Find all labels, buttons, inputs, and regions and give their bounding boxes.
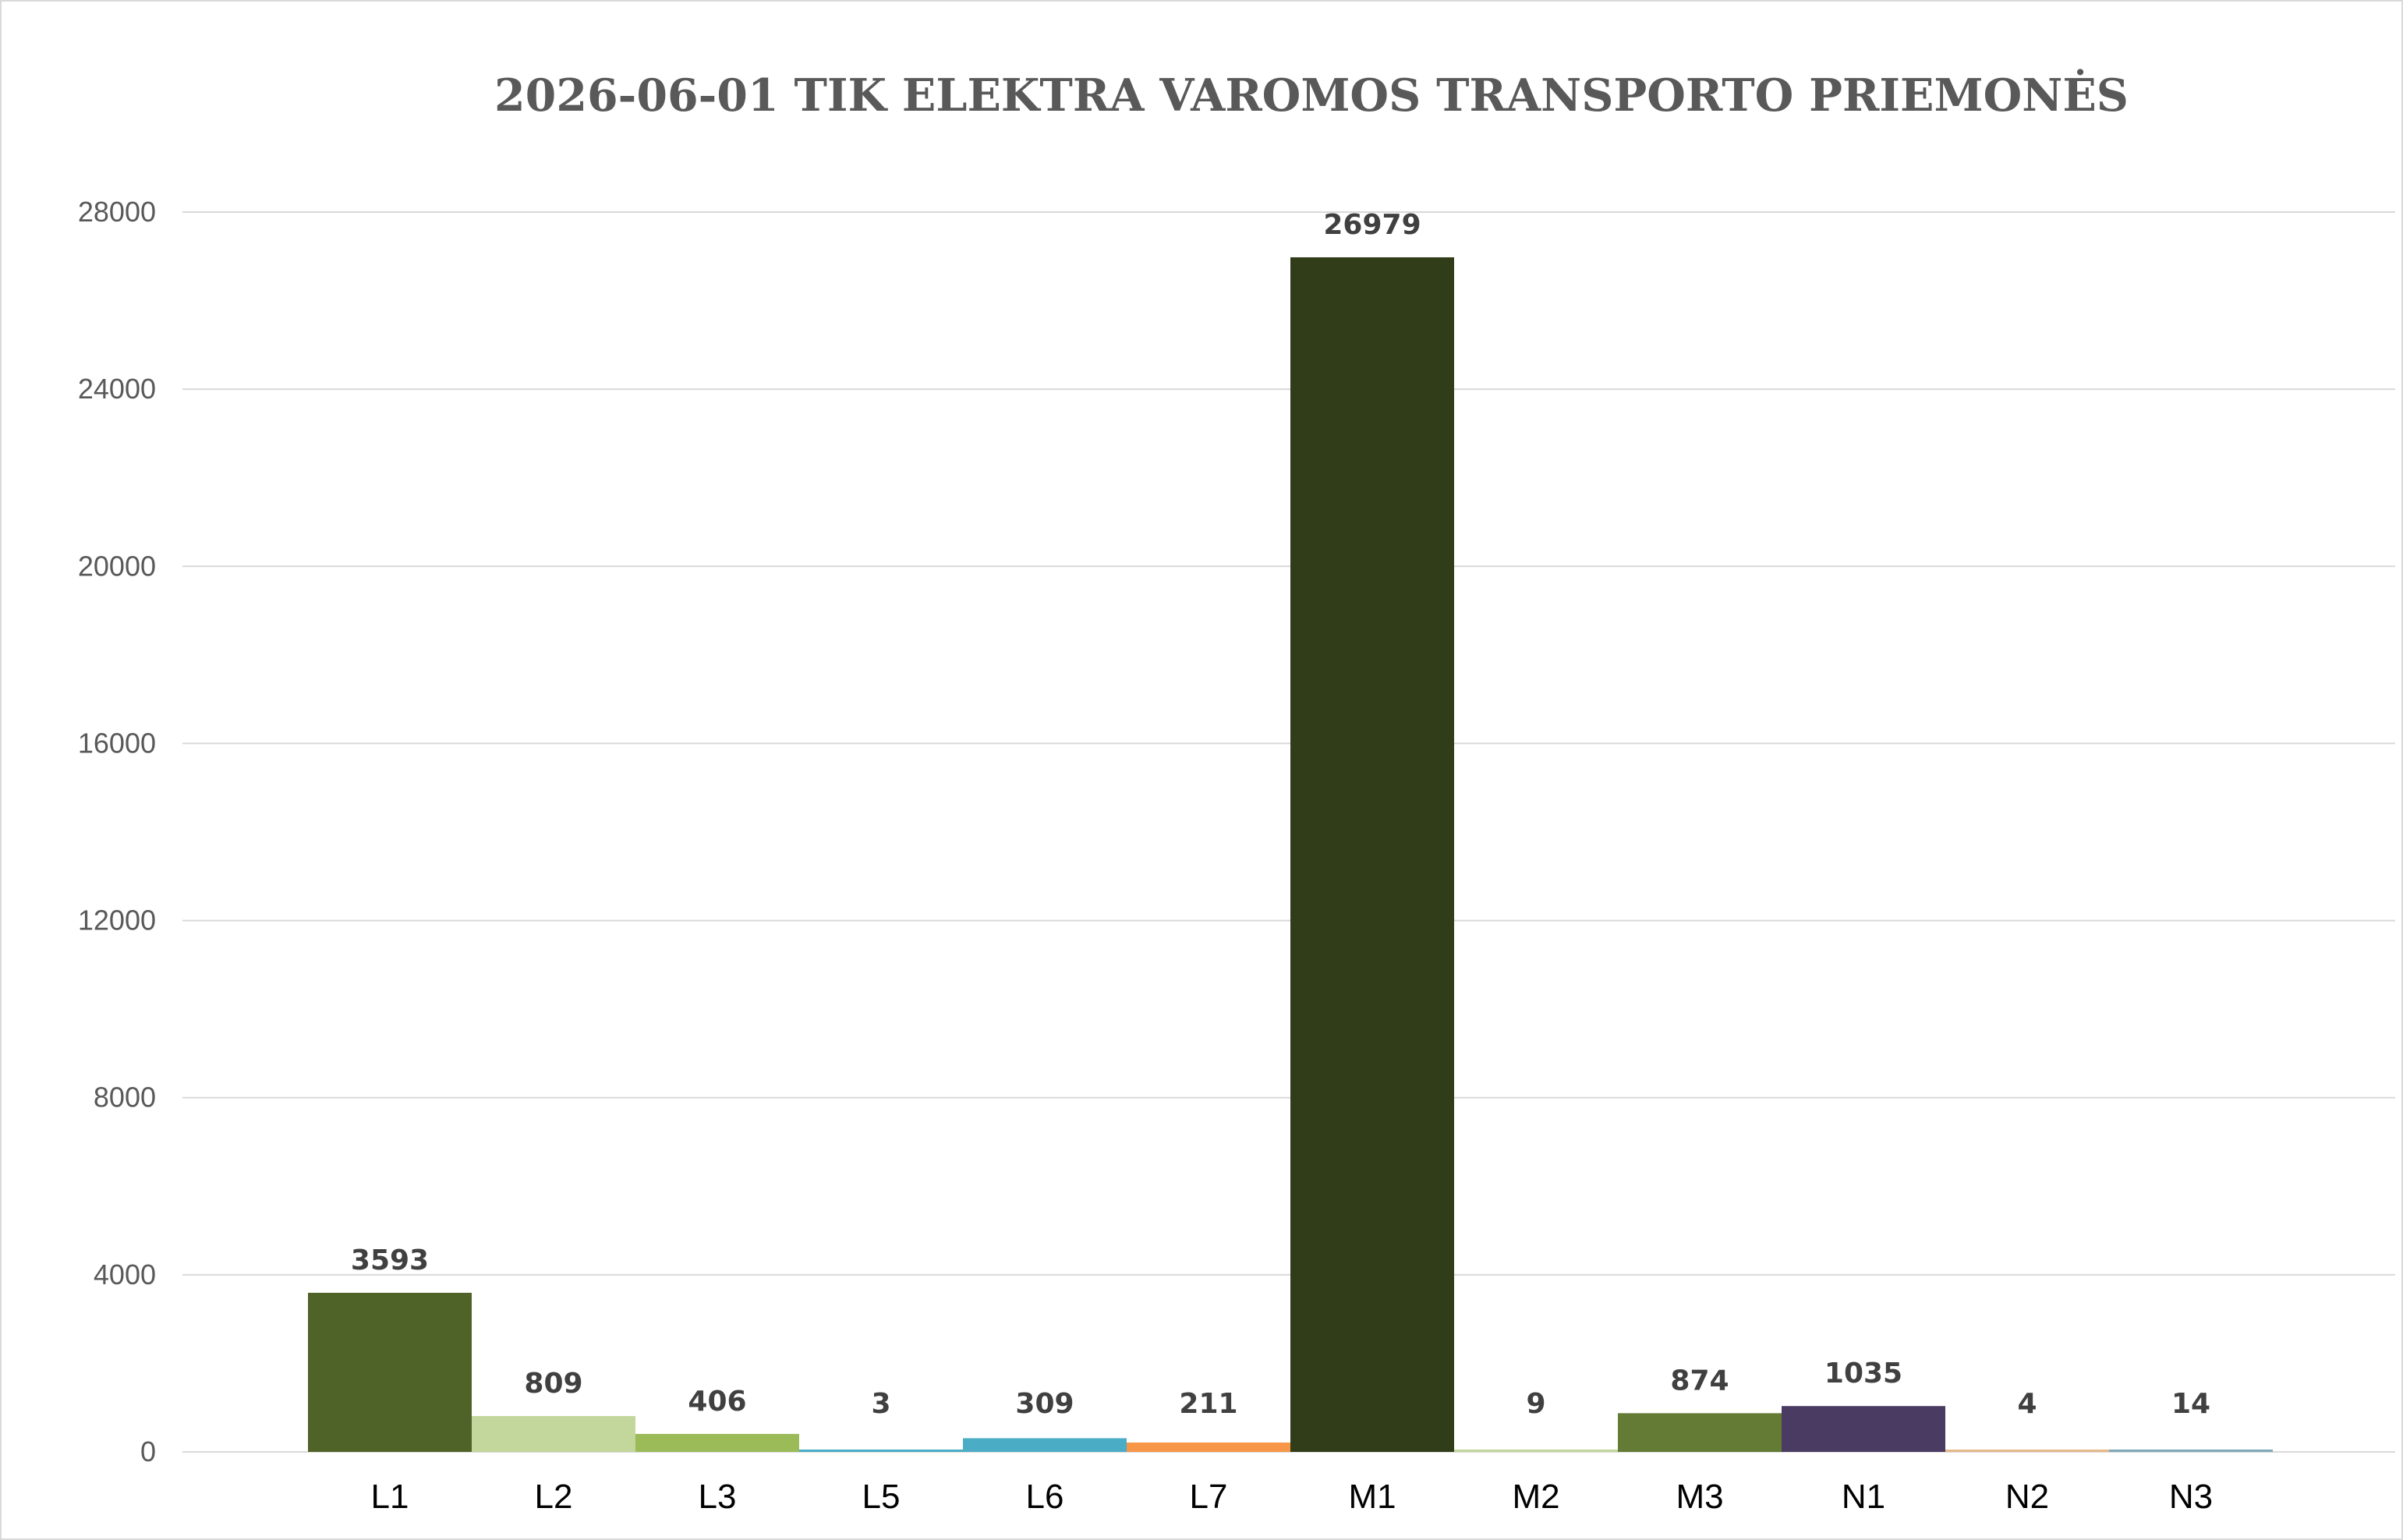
chart-title: 2026-06-01 TIK ELEKTRA VAROMOS TRANSPORT… <box>494 68 2129 122</box>
x-axis-ticks: L1 L2 L3 L5 L6 L7 M1 M2 M3 N1 N2 N3 <box>371 1478 2214 1516</box>
x-tick-label-l5: L5 <box>862 1478 901 1516</box>
data-labels: 3593 809 406 3 309 211 26979 9 874 1035 4 14 <box>351 209 2210 1420</box>
bar-n2 <box>1945 1450 2109 1452</box>
bar-l3 <box>635 1433 799 1452</box>
y-tick-label: 20000 <box>78 550 156 582</box>
y-tick-label: 28000 <box>78 196 156 228</box>
y-axis-ticks: 0 4000 8000 12000 16000 20000 24000 28000 <box>78 196 156 1467</box>
bar-l7 <box>1127 1443 1290 1452</box>
x-tick-label-n1: N1 <box>1842 1478 1885 1516</box>
y-tick-label: 24000 <box>78 373 156 405</box>
data-label-l1: 3593 <box>351 1244 429 1276</box>
data-label-n3: 14 <box>2171 1388 2210 1420</box>
x-tick-label-n3: N3 <box>2169 1478 2213 1516</box>
x-tick-label-l3: L3 <box>699 1478 737 1516</box>
bar-l2 <box>472 1416 635 1452</box>
data-label-n2: 4 <box>2017 1388 2037 1420</box>
x-tick-label-m2: M2 <box>1512 1478 1559 1516</box>
y-tick-label: 12000 <box>78 905 156 936</box>
data-label-m3: 874 <box>1670 1365 1729 1397</box>
data-label-m1: 26979 <box>1323 209 1421 241</box>
data-label-l5: 3 <box>871 1388 890 1420</box>
bar-m3 <box>1618 1413 1782 1452</box>
bar-l1 <box>308 1292 472 1452</box>
x-tick-label-m3: M3 <box>1676 1478 1723 1516</box>
x-tick-label-l2: L2 <box>535 1478 573 1516</box>
x-tick-label-n2: N2 <box>2005 1478 2049 1516</box>
bar-n1 <box>1782 1406 1945 1452</box>
bar-l6 <box>963 1438 1127 1452</box>
y-tick-label: 8000 <box>94 1082 156 1113</box>
x-tick-label-l7: L7 <box>1190 1478 1228 1516</box>
data-label-l7: 211 <box>1179 1388 1237 1420</box>
bars <box>308 257 2273 1452</box>
data-label-l3: 406 <box>688 1386 746 1418</box>
bar-l5 <box>799 1450 963 1452</box>
data-label-n1: 1035 <box>1824 1358 1902 1390</box>
bar-n3 <box>2109 1450 2273 1452</box>
x-tick-label-m1: M1 <box>1348 1478 1396 1516</box>
gridlines <box>182 211 2395 1453</box>
bar-m1 <box>1290 257 1454 1452</box>
data-label-m2: 9 <box>1526 1388 1545 1420</box>
x-tick-label-l6: L6 <box>1026 1478 1064 1516</box>
bar-m2 <box>1454 1450 1618 1452</box>
x-tick-label-l1: L1 <box>371 1478 409 1516</box>
data-label-l2: 809 <box>524 1368 582 1400</box>
y-tick-label: 16000 <box>78 727 156 759</box>
data-label-l6: 309 <box>1015 1388 1074 1420</box>
y-tick-label: 4000 <box>94 1259 156 1290</box>
y-tick-label: 0 <box>140 1436 156 1467</box>
